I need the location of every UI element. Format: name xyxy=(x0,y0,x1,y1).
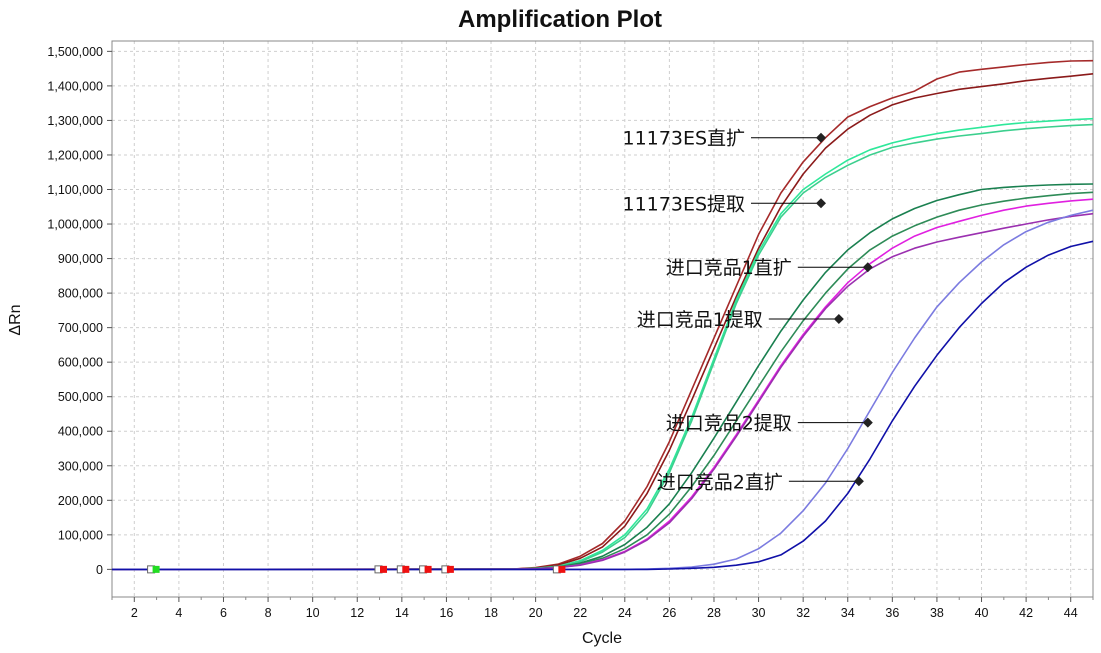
annotations: 11173ES直扩 11173ES提取进口竞品1直扩进口竞品1提取进口竞品2提取进… xyxy=(623,128,873,493)
series-line-7 xyxy=(111,198,1094,571)
series-line-4 xyxy=(111,123,1094,571)
x-tick-label: 42 xyxy=(1019,606,1033,620)
y-tick-label: 1,300,000 xyxy=(47,114,103,128)
series-line-8 xyxy=(111,212,1094,571)
y-tick-label: 100,000 xyxy=(58,528,103,542)
y-tick-label: 500,000 xyxy=(58,390,103,404)
series-line-1 xyxy=(111,59,1094,571)
annotation-label: 11173ES直扩 xyxy=(623,128,746,150)
x-tick-label: 8 xyxy=(265,606,272,620)
x-axis-label: Cycle xyxy=(582,630,622,647)
x-tick-label: 20 xyxy=(529,606,543,620)
annotation-label: 进口竞品1提取 xyxy=(637,309,763,331)
threshold-marker xyxy=(380,565,388,573)
x-axis: 2 4 6 8 10 12 14 16 18 20 22 24 26 28 30 32 34 36 38 40 42 44 xyxy=(111,597,1094,620)
annotation-label: 进口竞品2直扩 xyxy=(657,471,783,493)
y-tick-label: 1,200,000 xyxy=(47,148,103,162)
grid-lines xyxy=(112,41,1093,597)
threshold-marker xyxy=(446,565,454,573)
series-line-3 xyxy=(111,117,1094,571)
annotation-marker xyxy=(815,198,826,209)
chart-title: Amplification Plot xyxy=(458,6,662,33)
x-tick-label: 16 xyxy=(439,606,453,620)
x-tick-label: 40 xyxy=(975,606,989,620)
y-tick-label: 1,500,000 xyxy=(47,45,103,59)
series-line-5 xyxy=(111,183,1094,571)
annotation-label: 11173ES提取 xyxy=(623,193,746,215)
y-tick-label: 0 xyxy=(96,563,103,577)
threshold-marker xyxy=(152,565,160,573)
x-tick-label: 44 xyxy=(1064,606,1078,620)
x-tick-label: 22 xyxy=(573,606,587,620)
x-tick-label: 18 xyxy=(484,606,498,620)
threshold-marker xyxy=(402,565,410,573)
x-tick-label: 4 xyxy=(175,606,182,620)
y-tick-label: 300,000 xyxy=(58,459,103,473)
y-tick-label: 1,000,000 xyxy=(47,218,103,232)
annotation-marker xyxy=(862,417,873,428)
series-line-6 xyxy=(111,191,1094,571)
annotation-label: 进口竞品2提取 xyxy=(666,413,792,435)
y-axis: 0 100,000 200,000 300,000 400,000 500,000 600,… xyxy=(47,45,112,577)
x-tick-label: 38 xyxy=(930,606,944,620)
y-tick-label: 800,000 xyxy=(58,287,103,301)
annotation-label: 进口竞品1直扩 xyxy=(666,257,792,279)
series-lines xyxy=(111,59,1094,571)
plot-area-frame xyxy=(111,40,1094,598)
y-tick-label: 700,000 xyxy=(58,321,103,335)
y-tick-label: 1,400,000 xyxy=(47,79,103,93)
annotation-marker xyxy=(853,476,864,487)
threshold-marker xyxy=(558,565,566,573)
threshold-marker xyxy=(424,565,432,573)
x-tick-label: 26 xyxy=(662,606,676,620)
y-tick-label: 900,000 xyxy=(58,252,103,266)
annotation-marker xyxy=(833,314,844,324)
annotation-marker xyxy=(815,132,826,143)
annotation-marker xyxy=(862,262,873,273)
y-tick-label: 1,100,000 xyxy=(47,183,103,197)
x-tick-label: 14 xyxy=(395,606,409,620)
y-axis-label: ΔRn xyxy=(7,304,24,335)
x-tick-label: 34 xyxy=(841,606,855,620)
y-tick-label: 400,000 xyxy=(58,425,103,439)
x-tick-label: 32 xyxy=(796,606,810,620)
x-tick-label: 36 xyxy=(885,606,899,620)
threshold-markers xyxy=(147,565,566,574)
series-line-2 xyxy=(111,73,1094,571)
y-tick-label: 200,000 xyxy=(58,494,103,508)
y-tick-label: 600,000 xyxy=(58,356,103,370)
series-line-10 xyxy=(112,240,1094,571)
x-tick-label: 30 xyxy=(752,606,766,620)
x-tick-label: 2 xyxy=(131,606,138,620)
x-tick-label: 28 xyxy=(707,606,721,620)
series-line-9 xyxy=(112,209,1094,571)
x-tick-label: 24 xyxy=(618,606,632,620)
x-tick-label: 6 xyxy=(220,606,227,620)
x-tick-label: 12 xyxy=(350,606,364,620)
x-tick-label: 10 xyxy=(306,606,320,620)
